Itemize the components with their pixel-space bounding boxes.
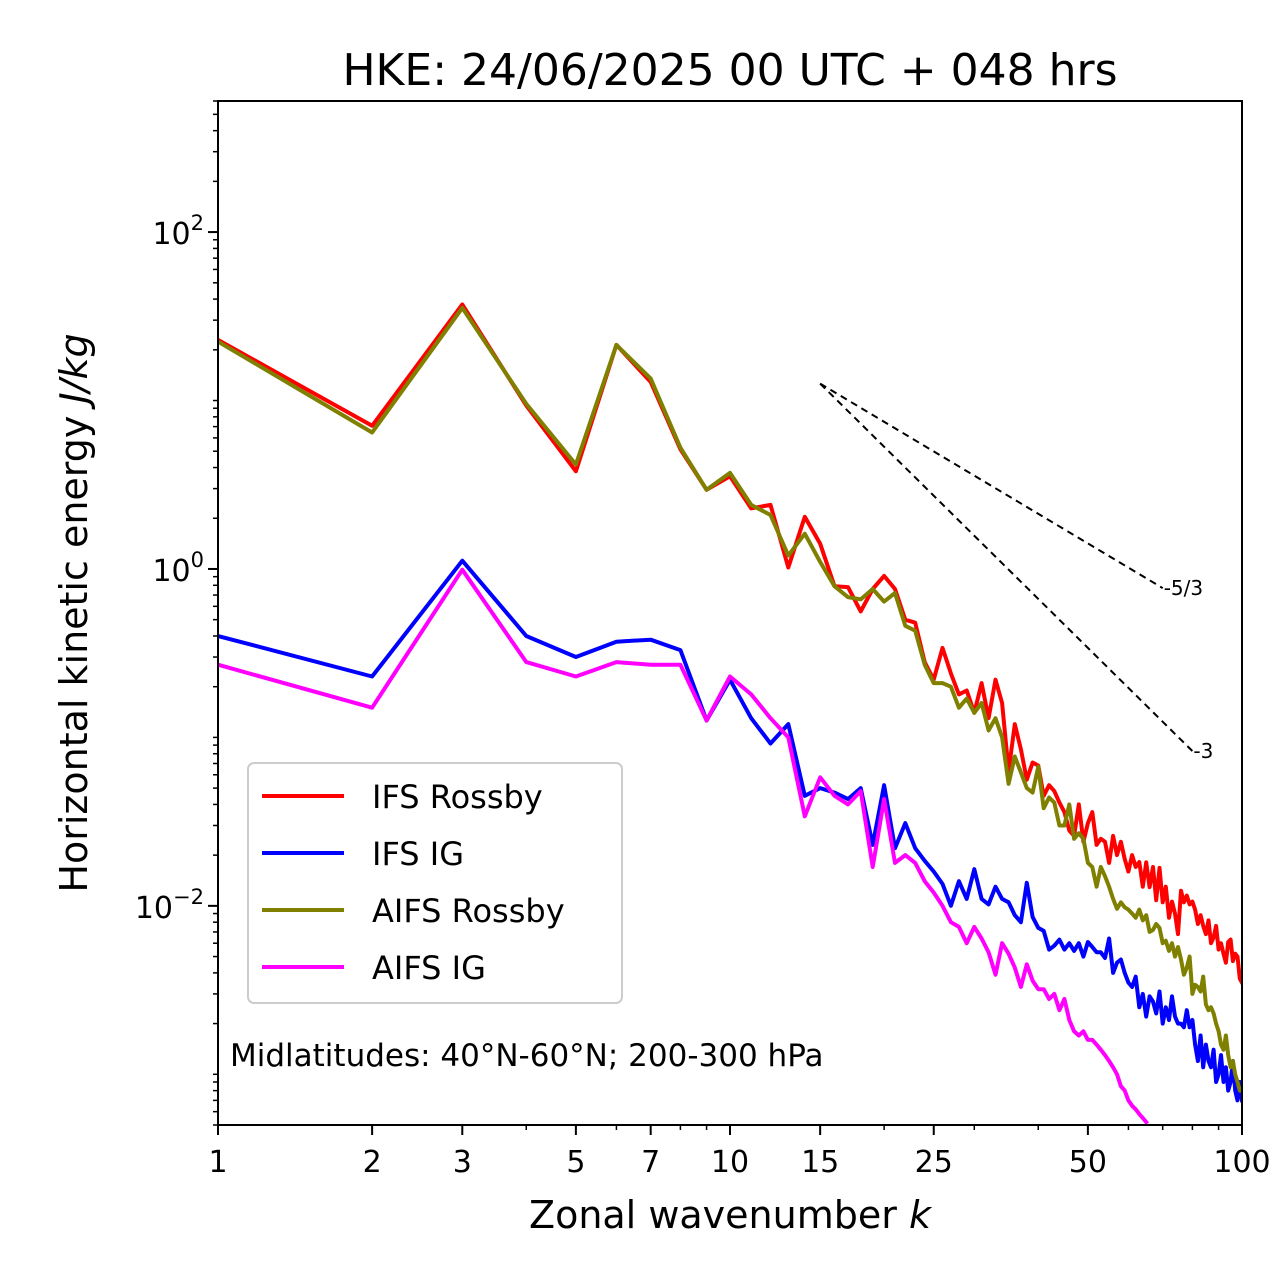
x-tick-label: 25 — [915, 1145, 953, 1180]
y-tick-label: 102 — [152, 211, 204, 252]
x-tick-label: 1 — [208, 1145, 227, 1180]
y-tick-label: 10−2 — [135, 885, 204, 926]
x-axis-ticks: 1 2 3 5 7 10 15 25 50 100 — [208, 1125, 1271, 1180]
x-tick-label: 2 — [363, 1145, 382, 1180]
x-tick-label: 3 — [453, 1145, 472, 1180]
series-layer — [218, 302, 1242, 1125]
reference-slope-line-2 — [819, 382, 1194, 752]
x-tick-label: 10 — [711, 1145, 749, 1180]
x-tick-label: 100 — [1213, 1145, 1270, 1180]
y-axis-label-unit: J/kg — [52, 333, 96, 410]
region-annotation: Midlatitudes: 40°N-60°N; 200-300 hPa — [230, 1038, 824, 1074]
x-tick-label: 15 — [801, 1145, 839, 1180]
x-tick-label: 5 — [566, 1145, 585, 1180]
legend-label-ifs-ig: IFS IG — [372, 835, 464, 873]
legend-box — [247, 762, 623, 1004]
y-axis-ticks: 10−2 100 102 — [135, 100, 218, 1126]
legend-items: IFS Rossby IFS IG AIFS Rossby AIFS IG — [262, 778, 565, 987]
y-tick-label: 100 — [152, 548, 204, 589]
reference-slope-line-1 — [819, 382, 1164, 589]
reference-slope-label-1: -5/3 — [1164, 576, 1203, 600]
reference-slopes: -5/3 -3 — [819, 382, 1213, 763]
y-axis-label-text: Horizontal kinetic energy — [52, 416, 96, 893]
x-tick-label: 50 — [1069, 1145, 1107, 1180]
y-axis-label: Horizontal kinetic energy J/kg — [52, 333, 96, 892]
series-line-aifs-ig — [218, 567, 1150, 1125]
series-line-ifs-ig — [218, 558, 1242, 1103]
x-axis-label: Zonal wavenumber k — [529, 1193, 933, 1237]
legend-label-aifs-ig: AIFS IG — [372, 949, 486, 987]
series-line-aifs-rossby — [218, 305, 1242, 1093]
legend: IFS Rossby IFS IG AIFS Rossby AIFS IG — [247, 762, 623, 1004]
x-tick-label: 7 — [641, 1145, 660, 1180]
x-axis-label-symbol: k — [909, 1193, 933, 1237]
x-axis-label-text: Zonal wavenumber — [529, 1193, 897, 1237]
legend-label-ifs-rossby: IFS Rossby — [372, 778, 543, 816]
chart-title: HKE: 24/06/2025 00 UTC + 048 hrs — [342, 45, 1117, 96]
reference-slope-label-2: -3 — [1193, 739, 1213, 763]
legend-label-aifs-rossby: AIFS Rossby — [372, 892, 565, 930]
